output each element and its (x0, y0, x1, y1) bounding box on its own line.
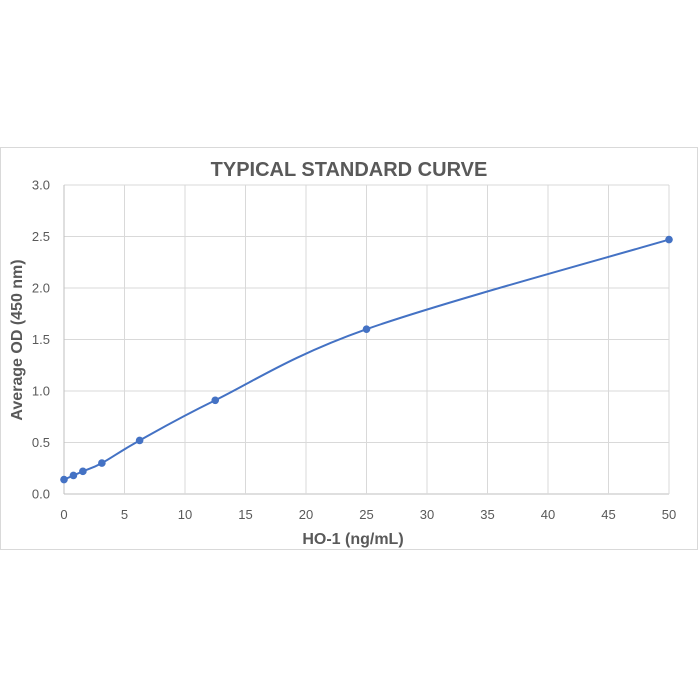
x-tick-label: 30 (420, 507, 434, 522)
x-tick-label: 45 (601, 507, 615, 522)
x-tick-label: 50 (662, 507, 676, 522)
data-point (665, 235, 673, 244)
x-tick-label: 5 (121, 507, 128, 522)
series-line (63, 238, 670, 481)
gridlines (63, 184, 670, 495)
x-axis-title: HO-1 (ng/mL) (302, 531, 403, 548)
x-tick-label: 35 (480, 507, 494, 522)
chart-title: TYPICAL STANDARD CURVE (211, 159, 488, 181)
data-point (69, 471, 78, 480)
y-axis-ticks: 0.0 0.5 1.0 1.5 2.0 2.5 3.0 (32, 178, 50, 502)
data-point (211, 396, 220, 405)
y-tick-label: 2.5 (32, 229, 50, 244)
data-point (362, 325, 371, 334)
y-tick-label: 1.0 (32, 384, 50, 399)
x-tick-label: 0 (60, 507, 67, 522)
x-tick-label: 40 (541, 507, 555, 522)
y-axis-title: Average OD (450 nm) (9, 259, 26, 420)
x-tick-label: 25 (359, 507, 373, 522)
y-tick-label: 2.0 (32, 281, 50, 296)
x-tick-label: 20 (299, 507, 313, 522)
x-tick-label: 10 (178, 507, 192, 522)
data-point (98, 459, 106, 467)
x-axis-ticks: 0 5 10 15 20 25 30 35 40 45 50 (60, 507, 676, 522)
data-point (135, 436, 144, 445)
chart-frame (0, 147, 698, 550)
x-tick-label: 15 (238, 507, 252, 522)
y-tick-label: 0.0 (32, 487, 50, 502)
y-tick-label: 3.0 (32, 178, 50, 193)
y-tick-label: 1.5 (32, 332, 50, 347)
y-tick-label: 0.5 (32, 435, 50, 450)
data-point (60, 475, 68, 484)
data-points (60, 235, 673, 484)
data-point (79, 467, 87, 476)
